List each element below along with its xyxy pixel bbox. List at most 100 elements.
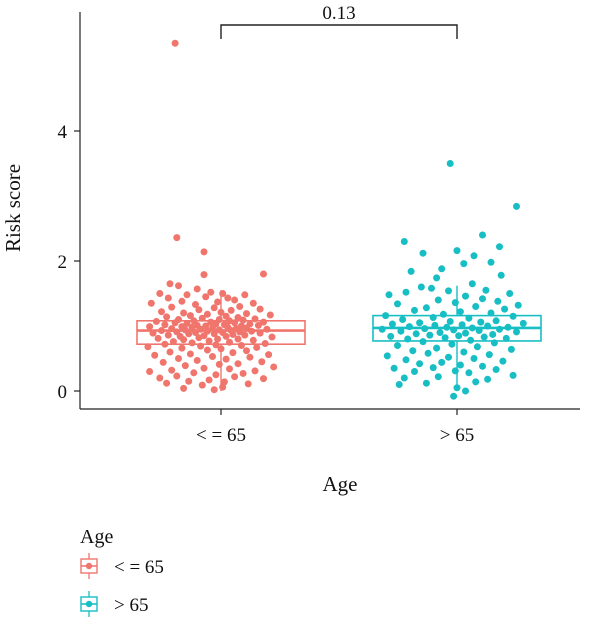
axes: 0 2 4 < = 65 > 65 <box>58 12 580 446</box>
data-point <box>433 274 441 282</box>
y-tick-label: 0 <box>58 382 68 403</box>
data-point <box>237 342 245 349</box>
data-point <box>416 319 424 327</box>
x-tick-label: < = 65 <box>196 425 246 446</box>
data-point <box>484 375 492 383</box>
data-point <box>158 308 165 316</box>
data-point <box>487 309 495 317</box>
data-point <box>489 330 497 338</box>
data-point <box>246 353 254 361</box>
data-point <box>185 330 193 338</box>
data-point <box>166 348 174 356</box>
data-point <box>411 368 418 375</box>
data-point <box>200 364 208 372</box>
data-point <box>151 351 159 359</box>
data-point <box>514 301 522 309</box>
data-point <box>265 351 273 359</box>
data-point <box>433 344 441 352</box>
data-point <box>168 366 176 374</box>
data-point <box>509 312 517 320</box>
data-point <box>468 280 476 288</box>
data-point <box>249 336 257 344</box>
data-point <box>400 238 408 245</box>
data-point <box>502 334 510 342</box>
data-point <box>241 331 249 339</box>
data-point <box>214 335 222 343</box>
data-point <box>487 258 495 266</box>
data-point <box>210 304 218 312</box>
data-point <box>404 335 412 343</box>
legend-label: < = 65 <box>114 557 164 578</box>
data-point <box>388 320 396 328</box>
data-point <box>383 352 391 360</box>
data-point <box>467 336 475 344</box>
data-point <box>146 323 154 331</box>
legend-title: Age <box>80 526 113 548</box>
data-point <box>227 306 235 314</box>
data-point <box>231 296 239 304</box>
data-point <box>243 310 250 318</box>
data-point <box>156 374 164 382</box>
data-point <box>260 318 267 326</box>
data-point <box>492 366 500 374</box>
y-tick-label: 2 <box>58 252 68 273</box>
data-point <box>203 310 211 318</box>
data-point <box>490 339 498 347</box>
data-point <box>217 308 225 316</box>
data-point <box>395 381 403 388</box>
data-point <box>496 325 503 333</box>
data-point <box>499 357 507 365</box>
data-point <box>219 383 227 391</box>
legend-items: < = 65 > 65 <box>80 553 164 617</box>
data-point <box>429 364 437 372</box>
data-point <box>209 353 216 361</box>
data-point <box>190 369 198 377</box>
data-point <box>263 325 271 333</box>
data-point <box>193 285 201 293</box>
data-point <box>173 372 181 380</box>
data-point <box>186 312 194 320</box>
data-point <box>222 355 230 363</box>
data-point <box>241 291 249 299</box>
data-point <box>456 361 464 369</box>
data-point <box>504 323 512 331</box>
legend-key-point <box>85 600 93 608</box>
data-point <box>183 319 191 327</box>
data-point <box>426 331 434 339</box>
data-point <box>445 287 452 295</box>
data-point <box>462 387 469 395</box>
data-point <box>394 342 401 349</box>
data-point <box>451 299 459 307</box>
data-point <box>171 39 179 47</box>
data-point <box>424 349 432 357</box>
data-point <box>236 328 244 336</box>
data-point <box>496 243 503 251</box>
data-point <box>477 318 485 326</box>
data-point <box>249 299 257 307</box>
data-point <box>436 329 444 336</box>
data-point <box>244 380 252 388</box>
data-point <box>472 378 480 386</box>
points-gt-65 <box>378 160 527 400</box>
data-point <box>248 327 256 335</box>
data-point <box>482 286 490 294</box>
data-point <box>198 381 206 389</box>
data-point <box>434 373 442 381</box>
data-point <box>158 327 165 335</box>
data-point <box>173 234 181 242</box>
data-point <box>219 290 227 297</box>
data-point <box>378 325 386 333</box>
data-point <box>429 314 437 322</box>
data-point <box>450 326 458 334</box>
data-point <box>409 347 417 355</box>
data-point <box>195 306 203 314</box>
data-point <box>492 317 500 325</box>
data-point <box>198 314 206 322</box>
data-point <box>462 292 469 300</box>
comparison-annotation: 0.13 <box>220 3 458 39</box>
data-point <box>192 301 199 309</box>
data-point <box>261 340 269 348</box>
data-point <box>168 303 176 311</box>
data-point <box>397 327 405 335</box>
data-point <box>446 160 454 167</box>
